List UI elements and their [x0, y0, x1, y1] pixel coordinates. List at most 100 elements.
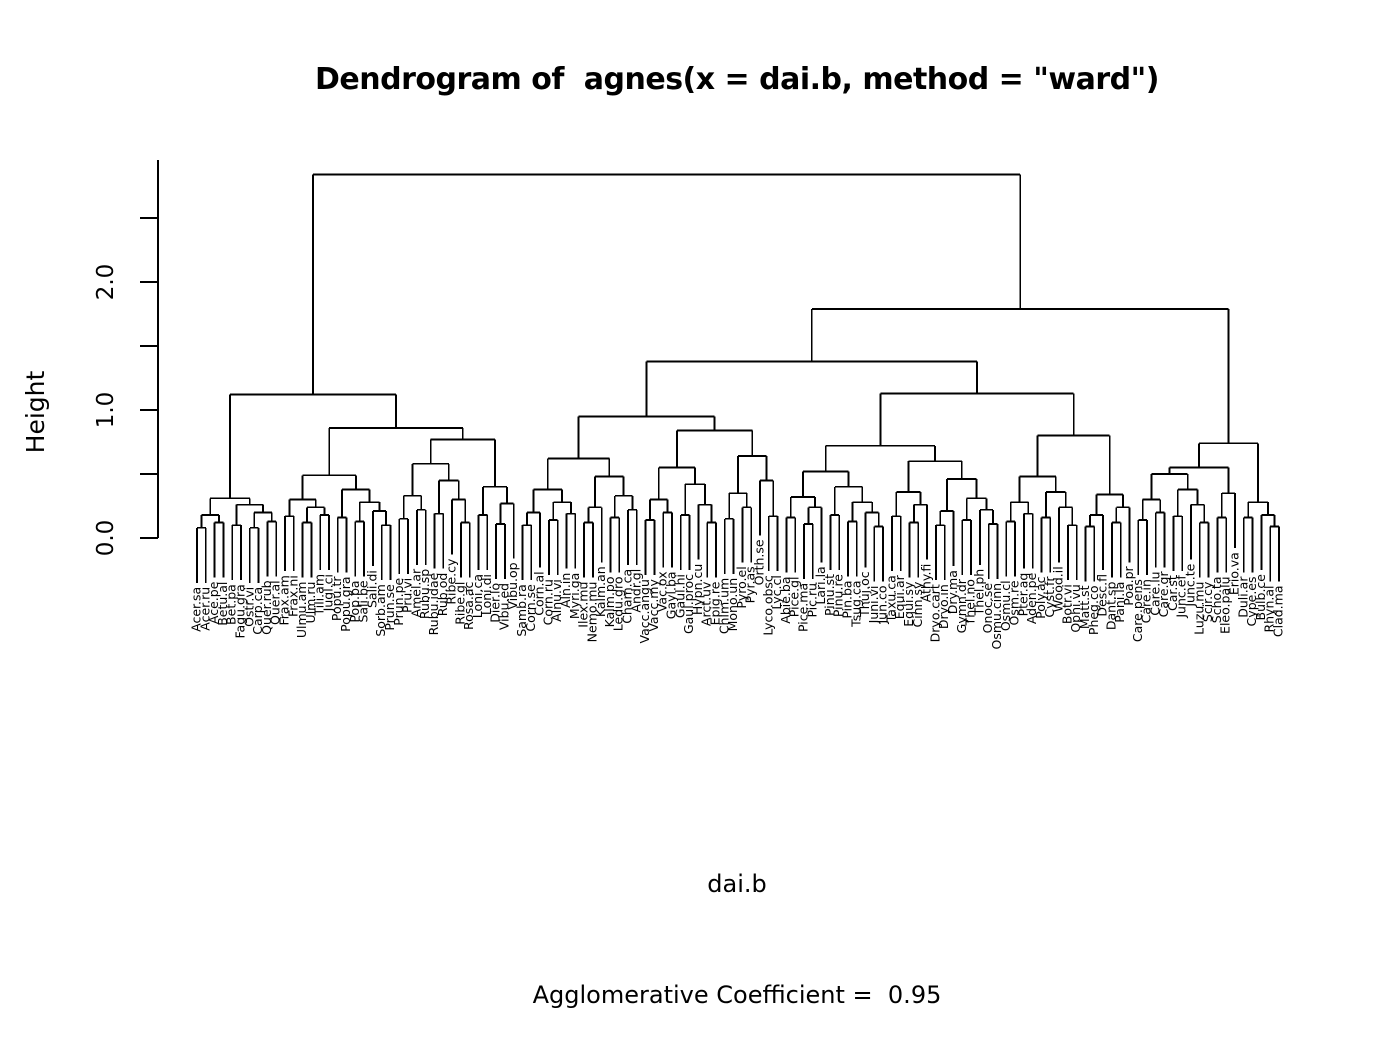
leaf-label: Scir.cy: [1200, 581, 1215, 622]
y-tick-label: 2.0: [93, 264, 119, 301]
leaf-label: Rosa.ac: [461, 581, 476, 630]
leaf-label: Osm.re: [1007, 580, 1022, 625]
leaf-label: Acer.sa: [189, 587, 204, 632]
leaf-label: Thuj.oc: [857, 571, 872, 618]
leaf-label: Lyc.cl: [769, 575, 784, 609]
leaf-label: Pter.aq: [1015, 573, 1030, 617]
leaf-label: Junc.ef: [1174, 575, 1189, 619]
leaf-label: Osmu.cl: [998, 580, 1013, 631]
agglomerative-coefficient: Agglomerative Coefficient = 0.95: [532, 981, 942, 1009]
leaf-label: Lari.la: [813, 566, 828, 604]
leaf-label: Gayl.ba: [664, 571, 679, 619]
leaf-label: Matt.st: [1077, 585, 1092, 629]
leaf-label: Cham.ca: [620, 569, 635, 624]
leaf-label: Pop.ba: [347, 580, 362, 622]
leaf-label: Pice.gl: [787, 577, 802, 618]
dendrogram-canvas: 0.0 1.0 2.0 Acer.saAcer.ruAce.peBetu.alBet.…: [93, 160, 1286, 650]
leaf-label: Thel.ph: [971, 569, 986, 617]
leaf-label: Ribe.cy: [444, 558, 459, 605]
leaf-label: Sali.be: [356, 580, 371, 622]
leaf-label: Taxu.ca: [883, 575, 898, 623]
leaf-label: Nemo.mu: [584, 582, 599, 643]
leaf-label: Jun.co: [875, 586, 890, 625]
leaf-label: Sali.di: [364, 570, 379, 608]
leaf-label: Lyco.obsc: [760, 575, 775, 636]
leaf-label: Kalm.an: [593, 566, 608, 617]
leaf-label: Acer.ru: [197, 587, 212, 631]
leaf-label: Pheg.co: [1086, 586, 1101, 636]
leaf-label: Dant.sp: [1103, 582, 1118, 631]
leaf-label: Andr.gl: [628, 569, 643, 613]
leaf-label: Loni.di: [479, 574, 494, 615]
leaf-label: Wood.il: [1051, 566, 1066, 612]
leaf-label: Scho.ta: [1209, 577, 1224, 624]
leaf-label: Aden.pe: [1024, 572, 1039, 624]
leaf-label: Quer.rub: [259, 580, 274, 634]
leaf-label: Athy.fi: [919, 564, 934, 603]
leaf-label: Desc.fl: [1095, 574, 1110, 617]
leaf-label: Dryo.in: [936, 584, 951, 629]
x-axis-caption: dai.b Agglomerative Coefficient = 0.95: [158, 792, 1316, 1051]
leaf-label: Arct.uv: [699, 581, 714, 626]
leaf-label: Poly.ac: [1033, 576, 1048, 618]
leaf-label: Cinn.sy: [910, 581, 925, 628]
leaf-label: Fagu.gra: [233, 584, 248, 638]
leaf-label: Vacc.angu: [637, 579, 652, 643]
leaf-label: Corn.al: [532, 571, 547, 615]
leaf-label: Care.gr: [1156, 571, 1171, 618]
leaf-label: Rubu.idae: [426, 572, 441, 635]
leaf-label: Myri.ga: [567, 573, 582, 619]
chart-title: Dendrogram of agnes(x = dai.b, method = …: [315, 62, 1159, 97]
leaf-label: Cype.es: [1244, 577, 1259, 627]
leaf-label: Duli.ar: [1235, 576, 1250, 618]
leaf-label: Gaul.hi: [672, 574, 687, 618]
leaf-label: Pru.vi: [400, 578, 415, 613]
leaf-label: Dier.lo: [488, 583, 503, 623]
leaf-label: Onoc.se: [980, 583, 995, 634]
leaf-label: Vibu.ed: [496, 583, 511, 630]
leaf-label: Pyr.as: [743, 566, 758, 603]
leaf-label: Dry.ma: [945, 570, 960, 614]
leaf-label: Rub.od: [435, 573, 450, 617]
y-tick-label: 0.0: [93, 520, 119, 557]
leaf-label: Ophi.vu: [1068, 584, 1083, 632]
leaf-label: Samb.ra: [514, 584, 529, 636]
data-object-name: dai.b: [707, 870, 767, 898]
r-plot-window: { "chart_data": { "type": "dendrogram", …: [21, 62, 1286, 1009]
leaf-label: Vacc.my: [646, 579, 661, 632]
y-tick-label: 1.0: [93, 392, 119, 429]
leaf-label: Frax.ni: [285, 575, 300, 617]
leaf-label: Bulb.ce: [1253, 574, 1268, 621]
leaf-label: Care.lu: [1147, 571, 1162, 615]
leaf-label: Erio.va: [1227, 552, 1242, 595]
leaf-label: Luzu.mu: [1191, 582, 1206, 635]
leaf-label: Car.st: [1165, 575, 1180, 611]
leaf-label: Amel.ar: [408, 568, 423, 618]
leaf-label: Epig.re: [708, 581, 723, 625]
leaf-label: Orth.se: [752, 539, 767, 585]
leaf-label: Popu.tr: [329, 576, 344, 621]
leaf-label: Pani.la: [1112, 582, 1127, 623]
leaf-label: Betu.al: [215, 582, 230, 626]
leaf-label: Gaul.proc: [681, 574, 696, 634]
leaf-label: Tili.am: [312, 574, 327, 616]
leaf-label: Juni.vi: [866, 586, 881, 625]
leaf-label: Thel.no: [963, 579, 978, 626]
leaf-label: Pic.ru: [804, 583, 819, 618]
leaf-label: Rubu.sp: [417, 569, 432, 619]
leaf-label: Rhyn.al: [1262, 586, 1277, 633]
leaf-label: Ribe.gl: [452, 582, 467, 625]
leaf-label: Botr.vi: [1059, 584, 1074, 624]
leaf-label: Frax.am: [277, 575, 292, 625]
leaf-label: Care.in: [1139, 579, 1154, 623]
leaf-label: Sorb.am: [373, 584, 388, 636]
leaf-label: Abie.ba: [778, 577, 793, 624]
leaf-label: Loni.ca: [470, 574, 485, 618]
leaf-label: Prun.se: [382, 584, 397, 631]
leaf-label: Eleo.palu: [1218, 577, 1233, 634]
leaf-label: Pyro.el: [734, 566, 749, 608]
leaf-label: Corn.ru: [540, 579, 555, 625]
leaf-label: Vac.ox: [655, 571, 670, 612]
leaf-label: Prun.pe: [391, 577, 406, 625]
leaf-label: Alnu.vi: [549, 579, 564, 622]
